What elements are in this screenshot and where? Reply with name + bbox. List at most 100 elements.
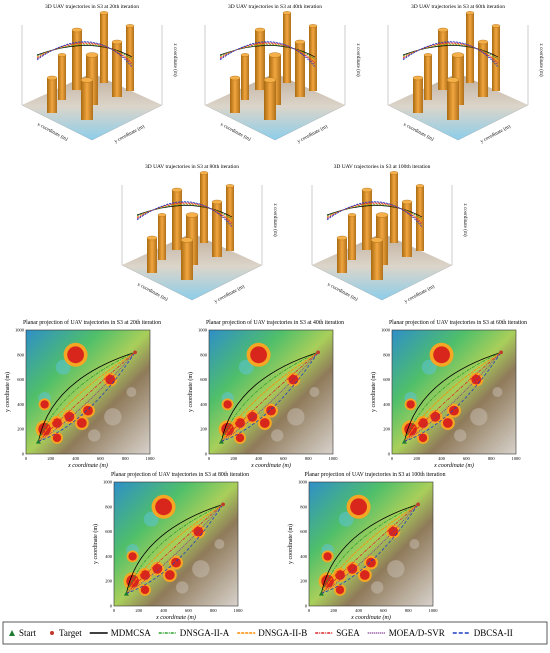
trajectory — [221, 351, 319, 442]
obstacle-inner — [350, 498, 367, 516]
y-tick-label: 200 — [383, 427, 391, 432]
obstacle-top — [294, 39, 306, 45]
y-tick-label: 600 — [200, 377, 208, 382]
panel-title: 3D UAV trajectories in S3 at 40th iterat… — [228, 4, 322, 10]
obstacle — [230, 78, 240, 113]
obstacle-top — [401, 199, 413, 205]
obstacle-inner — [418, 433, 428, 443]
trajectory — [126, 503, 224, 594]
y-tick-label: 200 — [105, 579, 113, 584]
obstacle — [181, 240, 193, 280]
terrain-blob — [238, 359, 254, 375]
y-tick-label: 800 — [17, 352, 25, 357]
x-tick-label: 800 — [488, 456, 496, 461]
x-axis-label: x coordinate (m) — [250, 462, 291, 469]
panel-title: Planar projection of UAV trajectories in… — [389, 319, 527, 326]
trajectory — [38, 352, 136, 442]
obstacle-inner — [223, 400, 232, 409]
y-tick-label: 400 — [17, 402, 25, 407]
obstacle-top — [361, 187, 373, 193]
obstacle — [492, 26, 500, 91]
trajectory — [136, 201, 233, 228]
legend-label: Start — [19, 628, 36, 638]
x-tick-label: 0 — [113, 608, 116, 613]
obstacle — [466, 13, 474, 83]
trajectory — [38, 351, 136, 442]
obstacle — [478, 42, 488, 97]
terrain-blob — [371, 581, 384, 594]
obstacle-top — [375, 212, 389, 218]
obstacle — [47, 78, 57, 113]
panel-title: Planar projection of UAV trajectories in… — [206, 319, 344, 326]
obstacle-inner — [171, 557, 181, 568]
obstacle-inner — [140, 585, 150, 595]
panel-title: Planar projection of UAV trajectories in… — [111, 471, 249, 478]
legend-label: DNSGA-II-A — [180, 628, 230, 638]
obstacle — [58, 55, 66, 100]
y-axis-label: y coordinate (m) — [114, 124, 146, 144]
x-tick-label: 0 — [208, 456, 211, 461]
terrain-blob — [309, 387, 320, 397]
trajectory — [404, 351, 502, 442]
obstacle-top — [146, 235, 158, 241]
obstacle — [295, 42, 305, 97]
obstacle-inner — [250, 346, 267, 364]
obstacle — [413, 78, 423, 113]
y-axis-label: y coordinate (m) — [214, 284, 246, 304]
obstacle-top — [125, 24, 135, 28]
target-marker — [416, 502, 420, 507]
terrain-blob — [126, 387, 137, 397]
obstacle-inner — [67, 346, 84, 364]
target-marker — [316, 350, 320, 355]
obstacle-inner — [347, 563, 358, 574]
obstacle-inner — [259, 418, 270, 428]
start-marker — [318, 591, 324, 596]
obstacle-top — [412, 75, 424, 81]
trajectory — [126, 504, 224, 594]
obstacle — [255, 30, 265, 90]
x-tick-label: 1000 — [146, 456, 156, 461]
obstacle — [416, 186, 424, 251]
obstacle — [362, 190, 372, 250]
y-tick-label: 600 — [383, 377, 391, 382]
trajectory — [126, 504, 224, 594]
obstacle-top — [229, 75, 241, 81]
x-tick-label: 200 — [135, 608, 143, 613]
obstacle-top — [225, 184, 235, 188]
y-tick-label: 800 — [105, 504, 113, 509]
x-tick-label: 600 — [185, 608, 193, 613]
obstacle — [226, 186, 234, 251]
terrain-blob — [409, 539, 420, 549]
x-tick-label: 200 — [47, 456, 55, 461]
z-axis-label: z coordinate (m) — [172, 43, 177, 76]
trajectory — [321, 503, 419, 594]
terrain-blob — [214, 539, 225, 549]
y-tick-label: 0 — [22, 452, 25, 457]
target-marker — [133, 350, 137, 355]
x-tick-label: 200 — [330, 608, 338, 613]
obstacle-top — [308, 24, 318, 28]
obstacle — [158, 215, 166, 260]
obstacle-top — [268, 52, 282, 58]
legend-label: DBCSA-II — [474, 628, 513, 638]
target-marker — [221, 502, 225, 507]
trajectory — [38, 352, 136, 442]
obstacle-top — [336, 235, 348, 241]
obstacle-inner — [64, 411, 75, 422]
trajectory — [38, 351, 136, 442]
x-tick-label: 800 — [122, 456, 130, 461]
y-tick-label: 200 — [200, 427, 208, 432]
y-axis-label: y coordinate (m) — [287, 524, 294, 564]
obstacle — [147, 238, 157, 273]
obstacle-inner — [52, 433, 62, 443]
y-tick-label: 1000 — [298, 480, 308, 485]
x-tick-label: 400 — [255, 456, 263, 461]
y-axis-label: y coordinate (m) — [187, 372, 194, 412]
y-tick-label: 800 — [300, 504, 308, 509]
panel-title: Planar projection of UAV trajectories in… — [305, 471, 446, 478]
y-tick-label: 400 — [105, 554, 113, 559]
obstacle — [100, 13, 108, 83]
x-tick-label: 400 — [160, 608, 168, 613]
obstacle-top — [389, 171, 399, 175]
obstacle-top — [423, 53, 433, 57]
